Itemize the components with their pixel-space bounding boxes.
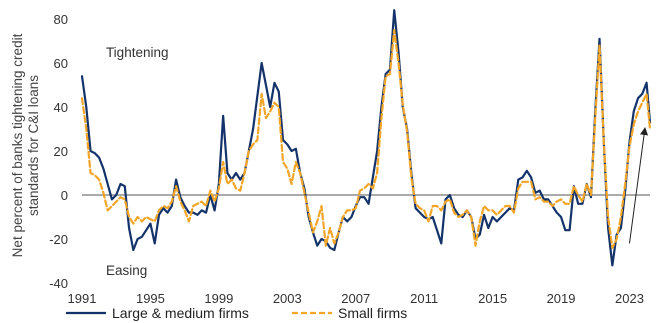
annotation-label: Tightening: [106, 45, 169, 60]
y-tick-label: 0: [61, 188, 68, 203]
x-tick-label: 2007: [341, 291, 370, 306]
legend-item-small-firms: Small firms: [292, 305, 407, 321]
y-tick-label: -40: [49, 276, 68, 291]
x-tick-label: 2015: [478, 291, 507, 306]
y-axis-label: Net percent of banks tightening creditst…: [10, 33, 41, 257]
y-axis-label-line: standards for C&I loans: [26, 75, 41, 216]
x-tick-label: 2023: [615, 291, 644, 306]
y-axis-label-text: Net percent of banks tightening creditst…: [10, 33, 41, 257]
x-tick-label: 1995: [136, 291, 165, 306]
annotation-label: Easing: [106, 263, 147, 278]
series-line-small-firms: [80, 28, 652, 249]
annotation-arrow: [628, 127, 649, 244]
annotations: Tightening Easing: [106, 45, 649, 278]
legend-label: Small firms: [338, 305, 407, 321]
y-tick-label: -20: [49, 232, 68, 247]
y-tick-label: 20: [54, 144, 68, 159]
x-tick-label: 1999: [204, 291, 233, 306]
x-tick-label: 2011: [410, 291, 438, 306]
series-layer: [80, 9, 652, 267]
legend: Large & medium firms Small firms: [66, 305, 407, 321]
y-tick-label: 40: [54, 100, 68, 115]
series-line-large-medium-firms: [80, 9, 652, 267]
legend-label: Large & medium firms: [112, 305, 249, 321]
y-tick-label: 80: [54, 12, 68, 27]
x-axis-ticks: 1991 1995 1999 2003 2007 2011 2015 2019 2023: [68, 291, 644, 306]
y-axis-label-line: Net percent of banks tightening credit: [10, 33, 25, 257]
x-tick-label: 1991: [68, 291, 97, 306]
y-tick-label: 60: [54, 56, 68, 71]
x-tick-label: 2019: [547, 291, 576, 306]
x-tick-label: 2003: [273, 291, 302, 306]
y-axis-ticks: -40 -20 0 20 40 60 80: [49, 12, 68, 291]
legend-item-large-medium-firms: Large & medium firms: [66, 305, 249, 321]
